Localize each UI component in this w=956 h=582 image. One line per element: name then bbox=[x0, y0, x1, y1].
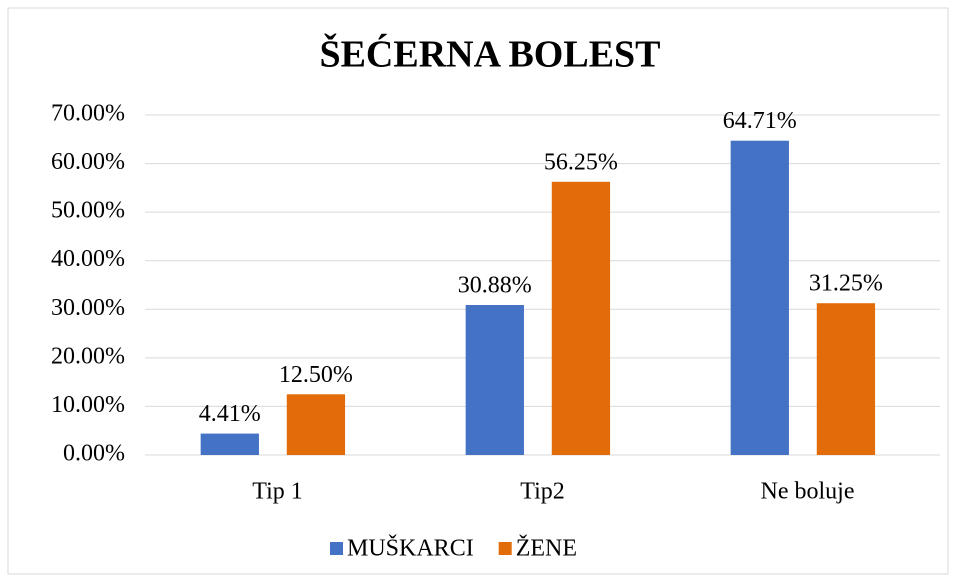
chart-border bbox=[7, 7, 949, 575]
legend-label: MUŠKARCI bbox=[347, 535, 474, 562]
y-tick-label: 0.00% bbox=[63, 441, 125, 467]
y-tick-label: 70.00% bbox=[51, 101, 125, 127]
data-label: 4.41% bbox=[199, 401, 261, 427]
data-label: 31.25% bbox=[809, 271, 883, 297]
x-tick-label: Ne boluje bbox=[761, 479, 855, 505]
y-tick-label: 20.00% bbox=[51, 343, 125, 369]
bar bbox=[551, 181, 611, 456]
chart-title: ŠEĆERNA BOLEST bbox=[319, 33, 660, 76]
x-tick-label: Tip 1 bbox=[252, 479, 302, 505]
bar bbox=[200, 433, 259, 455]
data-label: 12.50% bbox=[279, 362, 353, 388]
data-label: 56.25% bbox=[544, 149, 618, 175]
y-tick-label: 40.00% bbox=[51, 246, 125, 272]
bar bbox=[730, 140, 789, 456]
legend-label: ŽENE bbox=[516, 536, 577, 562]
x-tick-label: Tip2 bbox=[520, 479, 564, 505]
y-tick-label: 60.00% bbox=[51, 149, 125, 175]
y-tick-label: 30.00% bbox=[51, 295, 125, 321]
legend-swatch bbox=[498, 542, 512, 555]
bar bbox=[465, 305, 524, 455]
bar bbox=[816, 303, 876, 455]
legend-swatch bbox=[330, 542, 343, 555]
bar bbox=[286, 394, 346, 455]
y-tick-label: 10.00% bbox=[51, 392, 125, 418]
y-tick-label: 50.00% bbox=[51, 198, 125, 224]
data-label: 30.88% bbox=[458, 273, 532, 299]
data-label: 64.71% bbox=[723, 108, 797, 134]
